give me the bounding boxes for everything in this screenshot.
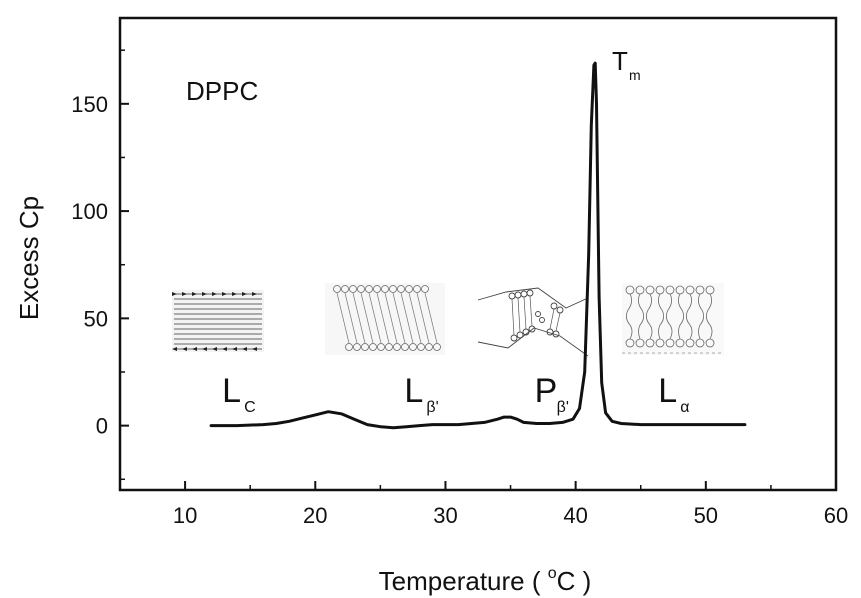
- x-tick-label: 10: [173, 503, 197, 528]
- y-tick-label: 50: [84, 306, 108, 331]
- x-tick-label: 50: [694, 503, 718, 528]
- x-tick-label: 60: [824, 503, 848, 528]
- phase-label: L: [404, 372, 423, 410]
- x-axis-title: Temperature ( oC ): [379, 565, 592, 596]
- x-axis-ticks: 10 20 30 40 50 60: [119, 481, 848, 528]
- y-tick-label: 100: [71, 199, 108, 224]
- y-tick-label: 150: [71, 92, 108, 117]
- lbeta-phase-schematic: [325, 283, 445, 355]
- svg-text:m: m: [629, 67, 641, 83]
- lc-phase-schematic: [172, 290, 264, 352]
- pbeta-phase-schematic: [477, 287, 589, 357]
- y-tick-label: 0: [96, 414, 108, 439]
- phase-label-subscript: α: [680, 399, 689, 416]
- phase-label-subscript: β': [557, 399, 569, 416]
- phase-label-subscript: β': [426, 399, 438, 416]
- phase-label: P: [535, 372, 558, 410]
- phase-label: L: [658, 372, 677, 410]
- sample-label: DPPC: [186, 76, 258, 106]
- phase-label: L: [222, 372, 241, 410]
- excess-cp-curve: [209, 61, 747, 430]
- y-axis-title: Excess Cp: [14, 196, 44, 320]
- plot-frame: [118, 16, 838, 492]
- svg-text:T: T: [612, 46, 628, 76]
- y-axis-ticks: 0 50 100 150: [71, 49, 129, 481]
- x-tick-label: 30: [433, 503, 457, 528]
- phase-label-subscript: C: [244, 399, 256, 416]
- tm-label: T m: [612, 46, 641, 83]
- lalpha-phase-schematic: [622, 283, 724, 355]
- x-tick-label: 40: [563, 503, 587, 528]
- x-tick-label: 20: [303, 503, 327, 528]
